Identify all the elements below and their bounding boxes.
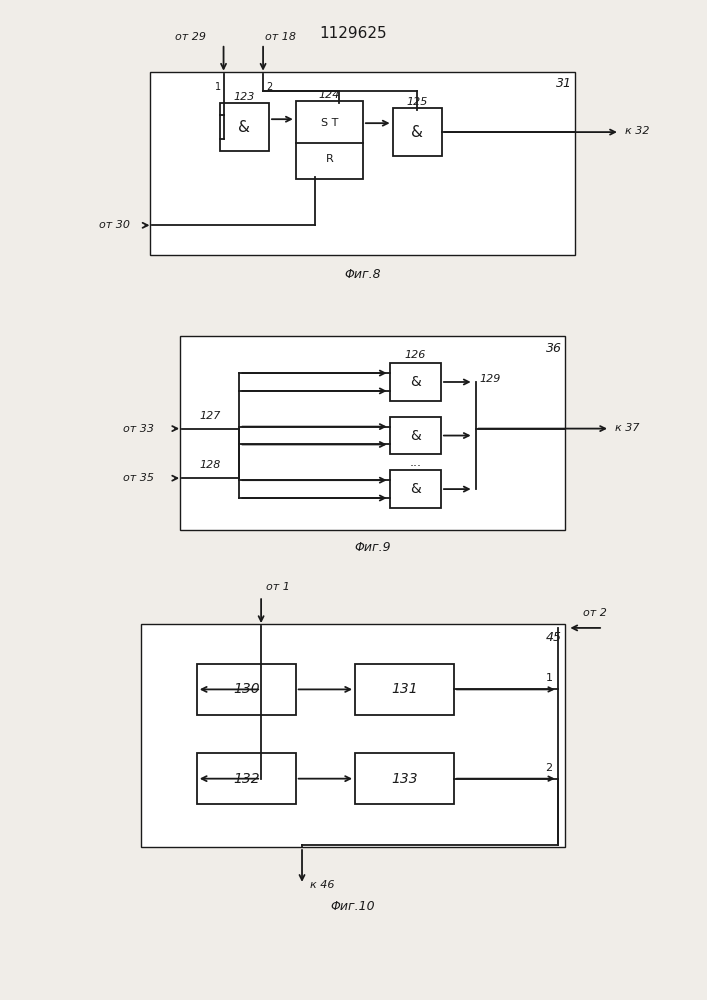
Text: к 32: к 32	[625, 126, 649, 136]
Text: 130: 130	[233, 682, 259, 696]
Bar	[390, 470, 441, 508]
Bar	[296, 101, 363, 179]
Bar	[355, 664, 454, 715]
Text: от 35: от 35	[123, 473, 153, 483]
Text: 128: 128	[199, 460, 221, 470]
Text: &: &	[410, 482, 421, 496]
Text: от 29: от 29	[175, 32, 206, 42]
Text: &: &	[238, 120, 250, 135]
Bar	[151, 72, 575, 255]
Text: R: R	[325, 154, 333, 164]
Bar	[390, 417, 441, 454]
Text: от 30: от 30	[99, 220, 130, 230]
Text: 131: 131	[391, 682, 418, 696]
Text: &: &	[410, 375, 421, 389]
Bar	[197, 664, 296, 715]
Text: 129: 129	[479, 374, 501, 384]
Text: Φиг.8: Φиг.8	[344, 268, 381, 281]
Text: Φиг.9: Φиг.9	[354, 541, 391, 554]
Text: ...: ...	[409, 456, 421, 469]
Text: 45: 45	[546, 631, 561, 644]
Text: 1129625: 1129625	[319, 26, 387, 41]
Text: к 37: к 37	[615, 423, 639, 433]
Text: S T: S T	[320, 118, 338, 128]
Text: к 46: к 46	[310, 880, 334, 890]
Text: от 18: от 18	[265, 32, 296, 42]
Text: от 2: от 2	[583, 608, 607, 618]
Bar	[197, 753, 296, 804]
Text: 127: 127	[199, 411, 221, 421]
Text: 2: 2	[266, 82, 272, 92]
Bar	[355, 753, 454, 804]
Text: 126: 126	[404, 350, 426, 360]
Bar	[141, 624, 566, 847]
Text: 124: 124	[319, 90, 340, 100]
Text: Φиг.10: Φиг.10	[331, 900, 375, 913]
Bar	[390, 363, 441, 401]
Text: 36: 36	[546, 342, 561, 355]
Text: 123: 123	[233, 92, 255, 102]
Text: 2: 2	[546, 763, 553, 773]
Text: от 33: от 33	[123, 424, 153, 434]
Text: 1: 1	[546, 673, 553, 683]
Bar	[220, 103, 269, 151]
Bar	[180, 336, 566, 530]
Text: 1: 1	[214, 82, 221, 92]
Text: &: &	[410, 429, 421, 443]
Text: 133: 133	[391, 772, 418, 786]
Text: &: &	[411, 125, 423, 140]
Text: 132: 132	[233, 772, 259, 786]
Text: 125: 125	[407, 97, 428, 107]
Text: 31: 31	[556, 77, 571, 90]
Text: от 1: от 1	[266, 582, 290, 592]
Bar	[392, 108, 442, 156]
